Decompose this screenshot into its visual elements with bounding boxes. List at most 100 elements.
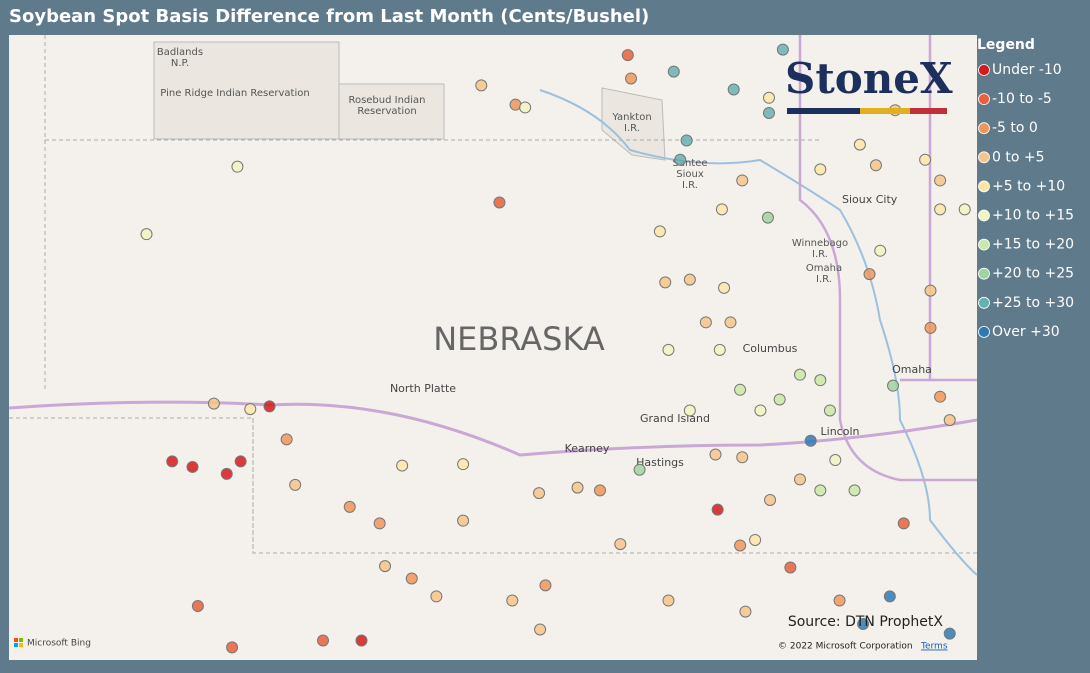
map-label: Badlands <box>157 47 203 58</box>
elevator-point <box>934 390 947 403</box>
logo: StoneX <box>785 54 953 103</box>
bing-logo <box>14 643 18 647</box>
elevator-point <box>226 641 239 654</box>
elevator-point <box>625 72 638 85</box>
elevator-point <box>653 225 666 238</box>
elevator-point <box>934 203 947 216</box>
river <box>539 89 978 576</box>
elevator-point <box>883 590 896 603</box>
map-label: Omaha <box>806 263 842 274</box>
map-label: I.R. <box>816 274 832 285</box>
legend-swatch <box>978 151 990 164</box>
elevator-point <box>244 403 257 416</box>
elevator-point <box>373 517 386 530</box>
elevator-point <box>794 368 806 381</box>
elevator-point <box>874 244 887 257</box>
elevator-point <box>869 159 882 172</box>
map-label: Omaha <box>892 363 932 376</box>
points-layer <box>140 43 971 654</box>
elevator-point <box>794 473 806 486</box>
elevator-point <box>943 627 956 640</box>
elevator-point <box>934 174 947 187</box>
elevator-point <box>621 49 634 62</box>
legend-swatch <box>978 122 990 135</box>
elevator-point <box>234 455 247 468</box>
elevator-point <box>186 460 199 473</box>
elevator-point <box>784 561 797 574</box>
elevator-point <box>633 463 646 476</box>
elevator-point <box>848 484 861 497</box>
elevator-point <box>263 400 276 413</box>
elevator-point <box>814 484 827 497</box>
legend-label: +10 to +15 <box>992 208 1074 224</box>
elevator-point <box>833 594 846 607</box>
elevator-point <box>715 203 728 216</box>
elevator-point <box>662 594 675 607</box>
legend-label: +20 to +25 <box>992 266 1074 282</box>
map-label: Sioux City <box>842 193 898 206</box>
elevator-point <box>709 448 722 461</box>
elevator-point <box>761 211 774 224</box>
page-title: Soybean Spot Basis Difference from Last … <box>9 6 649 27</box>
legend-swatch <box>978 325 990 338</box>
elevator-point <box>430 590 443 603</box>
elevator-point <box>924 284 937 297</box>
bing-logo <box>14 638 18 642</box>
elevator-point <box>924 321 937 334</box>
legend-title: Legend <box>977 37 1035 53</box>
map-label: Pine Ridge Indian Reservation <box>160 88 309 99</box>
elevator-point <box>493 196 506 209</box>
elevator-point <box>571 481 584 494</box>
map-label: Hastings <box>636 456 684 469</box>
elevator-point <box>823 404 836 417</box>
elevator-point <box>533 487 546 500</box>
elevator-point <box>662 343 675 356</box>
elevator-point <box>614 538 627 551</box>
legend-label: Under -10 <box>992 62 1062 78</box>
elevator-point <box>699 316 712 329</box>
copyright: © 2022 Microsoft Corporation <box>778 642 913 652</box>
elevator-point <box>713 343 726 356</box>
elevator-point <box>289 478 302 491</box>
bing-logo <box>19 643 23 647</box>
elevator-point <box>857 617 870 630</box>
elevator-point <box>683 273 696 286</box>
map-label: I.R. <box>682 180 698 191</box>
elevator-point <box>736 451 749 464</box>
reservation-area <box>153 41 340 140</box>
source: Source: DTN ProphetX <box>788 614 944 630</box>
elevator-point <box>683 404 696 417</box>
legend-swatch <box>978 180 990 193</box>
map-label: Lincoln <box>821 425 860 438</box>
terms-link[interactable]: Terms <box>920 642 948 652</box>
elevator-point <box>220 467 233 480</box>
map-label: Kearney <box>565 442 610 455</box>
elevator-point <box>804 434 817 447</box>
legend-label: +25 to +30 <box>992 295 1074 311</box>
elevator-point <box>776 43 789 56</box>
map-label: Columbus <box>743 342 798 355</box>
elevator-point <box>316 634 329 647</box>
legend-label: -10 to -5 <box>992 91 1052 107</box>
elevator-point <box>734 383 747 396</box>
elevator-point <box>659 276 672 289</box>
legend-swatch <box>978 93 990 105</box>
legend-swatch <box>978 209 990 222</box>
elevator-point <box>943 414 956 427</box>
elevator-point <box>506 594 519 607</box>
state-label: NEBRASKA <box>433 320 605 358</box>
elevator-point <box>539 579 552 592</box>
logo-bar <box>860 108 910 114</box>
elevator-point <box>166 455 179 468</box>
map-label: North Platte <box>390 382 456 395</box>
elevator-point <box>762 91 775 104</box>
legend-swatch <box>978 238 990 251</box>
elevator-point <box>724 316 737 329</box>
map-label: I.R. <box>812 249 828 260</box>
legend: Under -10 -10 to -5 -5 to 0 0 to +5 +5 to +1… <box>978 62 1074 340</box>
elevator-point <box>749 533 762 546</box>
elevator-point <box>711 503 724 516</box>
reservation-area <box>338 83 445 140</box>
elevator-point <box>773 393 786 406</box>
elevator-point <box>762 106 775 119</box>
